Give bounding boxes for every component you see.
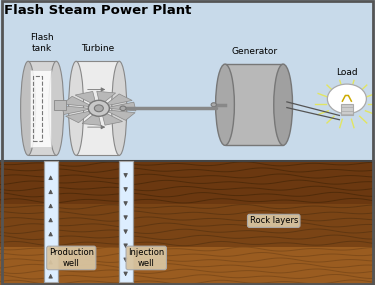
Circle shape [94,105,104,112]
Text: Turbine: Turbine [81,44,114,53]
Circle shape [120,106,126,111]
Bar [33,76,42,141]
Polygon shape [66,111,93,123]
Bar [0,204,375,247]
Bar [0,247,375,285]
Circle shape [211,103,216,107]
Polygon shape [106,110,135,120]
Ellipse shape [274,64,292,145]
Text: Load: Load [336,68,358,77]
Bar [340,104,353,115]
Bar [225,64,283,145]
Ellipse shape [49,61,64,155]
Text: Flash
tank: Flash tank [30,33,54,53]
Text: Generator: Generator [231,46,277,56]
Text: Rock layers: Rock layers [250,216,298,225]
Polygon shape [62,106,90,115]
Circle shape [327,84,366,114]
Polygon shape [75,91,96,105]
Polygon shape [63,96,91,107]
Circle shape [88,100,110,116]
Polygon shape [102,112,123,125]
Bar [118,161,133,282]
Text: Flash Steam Power Plant: Flash Steam Power Plant [4,4,191,17]
Text: Injection
well: Injection well [128,248,164,268]
Bar [0,161,375,204]
Bar [0,0,375,161]
Ellipse shape [112,61,127,155]
Ellipse shape [69,61,84,155]
Polygon shape [97,91,116,104]
Ellipse shape [216,64,234,145]
Polygon shape [82,112,101,125]
Bar [28,61,56,155]
Bar [54,100,66,110]
Ellipse shape [21,61,36,155]
Polygon shape [105,94,132,106]
Text: Production
well: Production well [49,248,94,268]
Bar [44,161,58,282]
Polygon shape [108,102,136,111]
Bar [30,70,51,147]
Bar [76,61,119,155]
